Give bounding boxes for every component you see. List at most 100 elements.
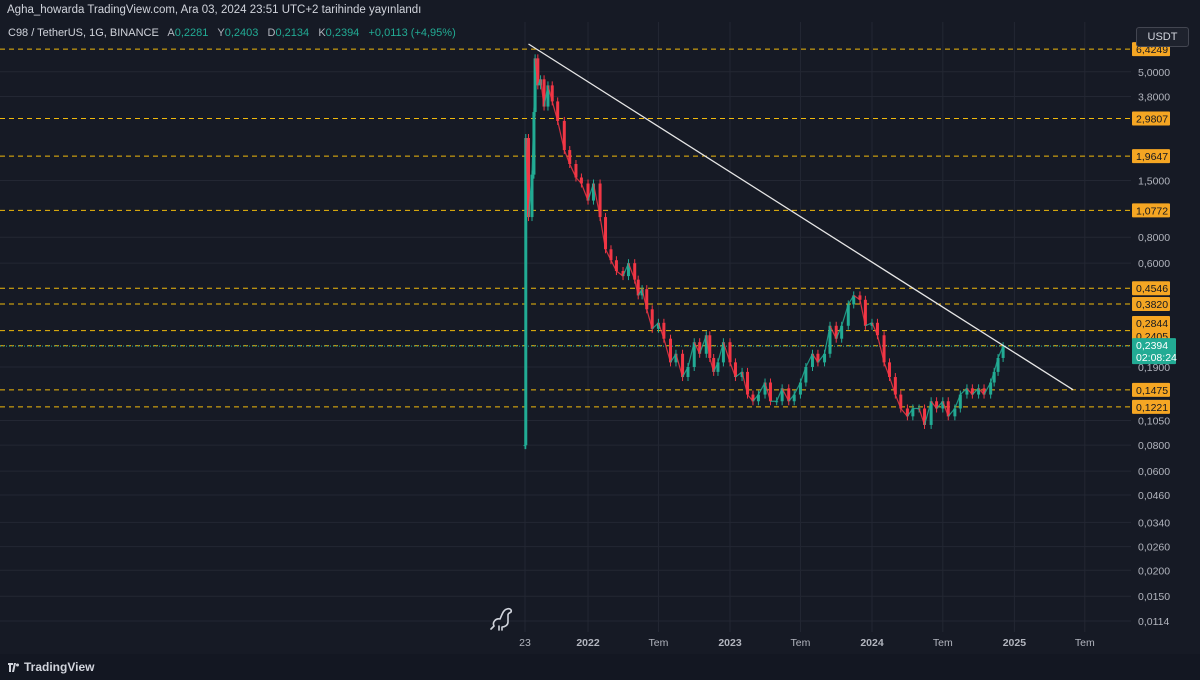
price-candle bbox=[763, 382, 767, 395]
price-candle bbox=[923, 408, 927, 425]
price-candle bbox=[536, 58, 540, 86]
price-segment bbox=[651, 322, 659, 330]
price-candle bbox=[946, 401, 950, 417]
price-candle bbox=[740, 371, 744, 378]
price-candle bbox=[953, 408, 957, 417]
price-segment bbox=[741, 371, 749, 395]
price-segment bbox=[616, 270, 624, 277]
publish-header: Agha_howarda TradingView.com, Ara 03, 20… bbox=[0, 0, 1200, 22]
price-segment bbox=[524, 138, 527, 446]
price-segment bbox=[799, 366, 807, 383]
price-tick-label: 0,0200 bbox=[1138, 565, 1170, 577]
price-segment bbox=[781, 388, 790, 402]
price-segment bbox=[947, 408, 956, 417]
level-badge-label: 1,0772 bbox=[1136, 205, 1168, 217]
price-segment bbox=[930, 400, 938, 409]
price-segment bbox=[853, 294, 861, 301]
time-tick-label: 2023 bbox=[718, 637, 742, 649]
brand-name: TradingView bbox=[24, 660, 95, 674]
price-segment bbox=[876, 335, 885, 363]
price-segment bbox=[587, 183, 595, 201]
price-segment bbox=[646, 309, 653, 329]
price-candle bbox=[636, 279, 640, 296]
tradingview-logo[interactable]: TradingView bbox=[8, 660, 94, 674]
price-segment bbox=[747, 394, 754, 402]
price-tick-label: 0,0340 bbox=[1138, 517, 1170, 529]
price-segment bbox=[942, 401, 949, 417]
open-label: A bbox=[167, 27, 175, 39]
price-candle bbox=[882, 335, 886, 363]
currency-button[interactable]: USDT bbox=[1136, 27, 1189, 47]
price-segment bbox=[918, 408, 926, 426]
price-candle bbox=[982, 388, 986, 395]
price-segment bbox=[752, 394, 759, 402]
time-tick-label: 2024 bbox=[860, 637, 884, 649]
price-candle bbox=[905, 408, 909, 417]
level-badge bbox=[1132, 382, 1170, 397]
price-series bbox=[523, 54, 1005, 450]
price-segment bbox=[525, 138, 530, 218]
price-candle bbox=[530, 174, 534, 218]
price-candle bbox=[899, 394, 903, 409]
price-tick-label: 3,8000 bbox=[1138, 92, 1170, 104]
price-candle bbox=[550, 85, 554, 102]
price-segment bbox=[978, 387, 985, 395]
price-candle bbox=[556, 101, 560, 121]
price-segment bbox=[551, 101, 559, 122]
price-candle bbox=[834, 325, 838, 339]
price-candle bbox=[668, 338, 672, 363]
price-segment bbox=[627, 262, 636, 280]
price-candle bbox=[941, 401, 945, 409]
high-value: 0,2403 bbox=[224, 27, 259, 39]
price-segment bbox=[534, 58, 539, 86]
price-axis[interactable]: 5,0000 3,8000 1,5000 0,8000 0,6000 0,1900 0,10… bbox=[1132, 42, 1177, 628]
price-segment bbox=[841, 304, 849, 326]
price-candle bbox=[733, 362, 737, 378]
level-badge-label: 0,1221 bbox=[1136, 402, 1168, 414]
high-label: Y bbox=[217, 27, 225, 39]
price-candle bbox=[662, 322, 666, 339]
price-candle bbox=[929, 401, 933, 425]
close-value: 0,2394 bbox=[325, 27, 360, 39]
price-candle bbox=[863, 299, 867, 326]
time-axis[interactable]: 23 2022 Tem 2023 Tem 2024 Tem 2025 Tem bbox=[519, 637, 1095, 649]
price-candle bbox=[523, 445, 527, 447]
price-segment bbox=[817, 353, 826, 363]
price-tick-label: 0,0150 bbox=[1138, 591, 1170, 603]
price-segment bbox=[675, 353, 684, 378]
price-segment bbox=[729, 362, 737, 378]
trend-line[interactable] bbox=[528, 43, 1074, 391]
price-segment bbox=[580, 183, 589, 201]
symbol-name[interactable]: C98 / TetherUS, 1G, BINANCE bbox=[8, 27, 159, 39]
price-candle bbox=[888, 362, 892, 378]
level-badge-label: 2,9807 bbox=[1136, 113, 1168, 125]
price-candle bbox=[816, 353, 820, 363]
current-price-label: 0,2394 bbox=[1136, 340, 1168, 352]
price-segment bbox=[894, 394, 902, 409]
price-candle bbox=[614, 260, 618, 272]
price-candle bbox=[704, 335, 708, 354]
price-candle bbox=[846, 304, 850, 326]
price-segment bbox=[722, 342, 731, 363]
price-segment bbox=[900, 408, 908, 417]
price-segment bbox=[788, 394, 795, 402]
price-candle bbox=[681, 353, 685, 378]
price-segment bbox=[533, 58, 536, 113]
price-segment bbox=[622, 262, 630, 277]
symbol-legend[interactable]: C98 / TetherUS, 1G, BINANCE A0,2281 Y0,2… bbox=[8, 27, 456, 39]
price-candle bbox=[852, 295, 856, 305]
price-candle bbox=[574, 163, 578, 178]
price-candle bbox=[810, 353, 814, 367]
price-segment bbox=[883, 362, 891, 378]
price-candle bbox=[532, 112, 536, 175]
price-segment bbox=[527, 174, 533, 218]
time-tick-label: Tem bbox=[1075, 637, 1095, 649]
price-candle bbox=[798, 382, 802, 395]
price-segment bbox=[764, 382, 772, 402]
price-candle bbox=[965, 388, 969, 395]
price-segment bbox=[657, 322, 665, 339]
price-segment bbox=[663, 338, 672, 363]
time-tick-label: 2025 bbox=[1003, 637, 1027, 649]
price-segment bbox=[610, 259, 617, 272]
